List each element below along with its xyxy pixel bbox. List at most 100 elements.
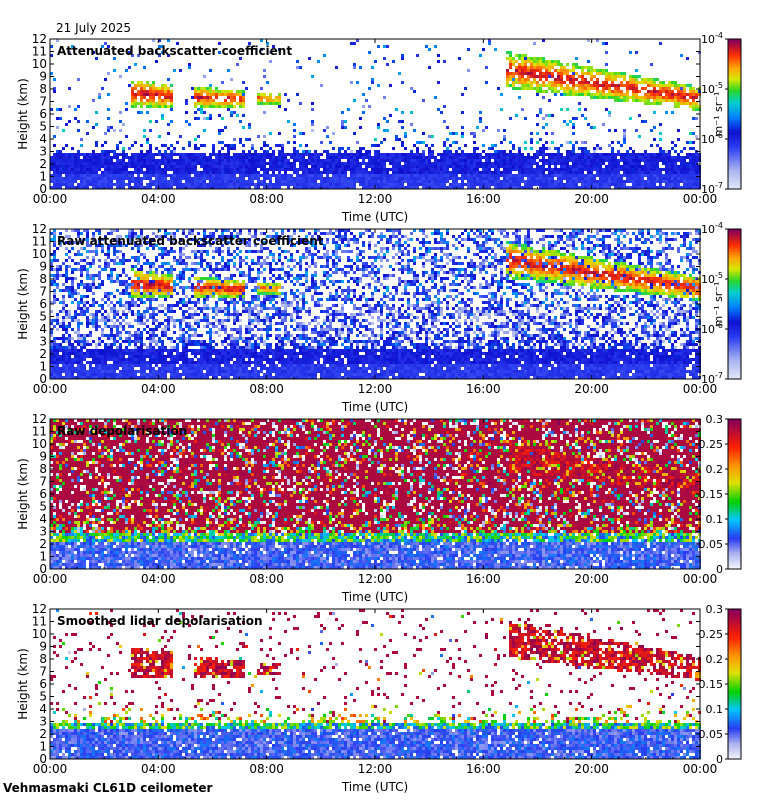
y-tick-label: 4 [39,702,47,716]
y-tick-label: 4 [39,322,47,336]
colorbar-tick-label: 10-4 [701,31,723,46]
y-tick-label: 10 [32,627,47,641]
y-tick-label: 10 [32,57,47,71]
colorbar-tick-label: 0.25 [699,438,724,451]
x-tick-label: 00:00 [33,762,68,776]
x-axis-label: Time (UTC) [341,400,408,414]
x-tick-label: 16:00 [466,572,501,586]
x-tick-label: 16:00 [466,762,501,776]
y-tick-label: 7 [39,665,47,679]
y-tick-label: 2 [39,347,47,361]
x-tick-label: 00:00 [683,762,718,776]
y-tick-label: 1 [39,740,47,754]
colorbar-unit: m⁻¹ sr⁻¹ [712,282,725,327]
colorbar: 10-710-610-510-4m⁻¹ sr⁻¹ [701,221,741,386]
y-tick-label: 11 [32,425,47,439]
y-tick-label: 1 [39,550,47,564]
colorbar-tick-label: 0 [716,753,723,766]
x-tick-label: 00:00 [33,382,68,396]
x-tick-label: 08:00 [249,192,284,206]
panel-title: Attenuated backscatter coefficient [57,44,292,58]
colorbar: 00.050.10.150.20.250.3 [699,603,742,766]
panel-1: Attenuated backscatter coefficient012345… [16,31,741,224]
colorbar-tick-label: 0.3 [706,603,724,616]
colorbar-tick-label: 10-7 [701,371,723,386]
y-tick-label: 3 [39,335,47,349]
colorbar-tick-label: 0.1 [706,703,724,716]
y-tick-label: 8 [39,82,47,96]
y-tick-label: 6 [39,297,47,311]
colorbar-tick-label: 0.2 [706,463,724,476]
x-tick-label: 20:00 [574,382,609,396]
y-axis-label: Height (km) [16,78,30,149]
x-tick-label: 12:00 [358,572,393,586]
colorbar-tick-label: 0.05 [699,728,724,741]
y-tick-label: 6 [39,677,47,691]
x-tick-label: 16:00 [466,382,501,396]
y-tick-label: 7 [39,285,47,299]
y-tick-label: 12 [32,412,47,426]
x-tick-label: 12:00 [358,382,393,396]
x-tick-label: 12:00 [358,192,393,206]
y-tick-label: 2 [39,727,47,741]
x-tick-label: 08:00 [249,572,284,586]
y-tick-label: 8 [39,272,47,286]
panel-title: Smoothed lidar depolarisation [57,614,263,628]
colorbar-tick-label: 0.05 [699,538,724,551]
y-axis-label: Height (km) [16,648,30,719]
colorbar: 10-710-610-510-4m⁻¹ sr⁻¹ [701,31,741,196]
y-tick-label: 11 [32,235,47,249]
y-tick-label: 11 [32,45,47,59]
y-tick-label: 7 [39,95,47,109]
colorbar-tick-label: 0.15 [699,488,724,501]
y-tick-label: 9 [39,640,47,654]
y-tick-label: 9 [39,70,47,84]
x-axis-label: Time (UTC) [341,780,408,794]
x-tick-label: 04:00 [141,572,176,586]
y-tick-label: 1 [39,360,47,374]
y-tick-label: 8 [39,462,47,476]
y-tick-label: 6 [39,487,47,501]
x-tick-label: 20:00 [574,572,609,586]
panel-2: Raw attenuated backscatter coefficient01… [16,221,741,414]
colorbar-tick-label: 10-7 [701,181,723,196]
colorbar-tick-label: 0 [716,563,723,576]
x-tick-label: 08:00 [249,382,284,396]
colorbar-tick-label: 0.2 [706,653,724,666]
colorbar-tick-label: 0.15 [699,678,724,691]
panel-3: Raw depolarisation0123456789101112Height… [16,412,741,604]
x-tick-label: 00:00 [33,192,68,206]
y-tick-label: 2 [39,537,47,551]
colorbar-unit: m⁻¹ sr⁻¹ [712,92,725,137]
x-tick-label: 16:00 [466,192,501,206]
colorbar-tick-label: 10-4 [701,221,723,236]
y-tick-label: 9 [39,450,47,464]
y-tick-label: 4 [39,512,47,526]
y-axis-label: Height (km) [16,458,30,529]
y-tick-label: 12 [32,32,47,46]
y-tick-label: 6 [39,107,47,121]
panel-4: Smoothed lidar depolarisation01234567891… [16,602,741,794]
y-tick-label: 3 [39,145,47,159]
y-tick-label: 3 [39,715,47,729]
y-tick-label: 4 [39,132,47,146]
y-axis-label: Height (km) [16,268,30,339]
y-tick-label: 5 [39,690,47,704]
y-tick-label: 7 [39,475,47,489]
y-tick-label: 10 [32,437,47,451]
y-tick-label: 12 [32,222,47,236]
x-axis-label: Time (UTC) [341,590,408,604]
instrument-label: Vehmasmaki CL61D ceilometer [3,781,212,795]
x-tick-label: 04:00 [141,192,176,206]
y-tick-label: 2 [39,157,47,171]
y-tick-label: 9 [39,260,47,274]
x-tick-label: 08:00 [249,762,284,776]
y-tick-label: 8 [39,652,47,666]
colorbar-tick-label: 0.1 [706,513,724,526]
colorbar-tick-label: 0.3 [706,413,724,426]
x-tick-label: 20:00 [574,762,609,776]
y-tick-label: 5 [39,310,47,324]
y-tick-label: 5 [39,120,47,134]
panel-title: Raw attenuated backscatter coefficient [57,234,324,248]
